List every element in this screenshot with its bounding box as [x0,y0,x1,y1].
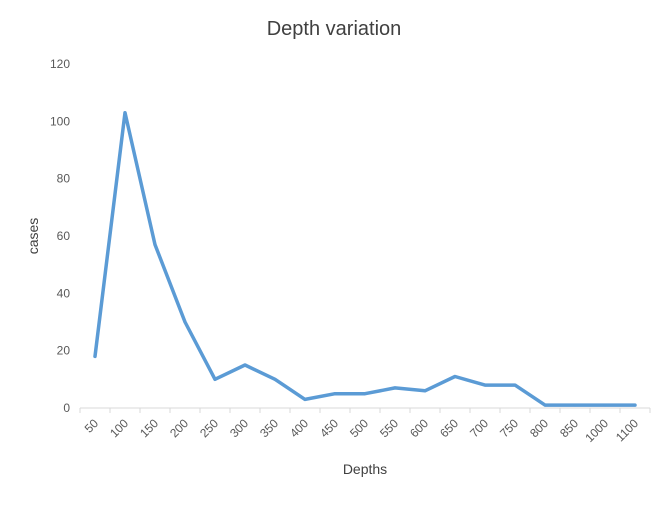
chart-title: Depth variation [267,18,402,40]
data-point [513,383,517,387]
x-tick-label: 50 [82,416,102,436]
data-point [543,403,547,407]
x-tick-label: 450 [317,416,341,440]
x-tick-label: 650 [437,416,461,440]
y-tick-label: 60 [57,229,71,243]
data-point [153,243,157,247]
data-point [483,383,487,387]
data-point [183,320,187,324]
y-tick-label: 120 [50,57,70,71]
y-tick-label: 80 [57,172,71,186]
data-point [633,403,637,407]
data-point [303,397,307,401]
x-tick-label: 100 [107,416,131,440]
x-axis-title: Depths [343,461,387,477]
data-point [333,392,337,396]
data-point [423,389,427,393]
axes [79,407,651,413]
x-tick-label: 1000 [582,416,611,445]
series-line [93,110,637,407]
data-point [123,111,127,115]
y-tick-label: 0 [63,401,70,415]
y-tick-labels: 0 20 40 60 80 100 120 [50,57,70,415]
data-point [603,403,607,407]
data-point [453,374,457,378]
x-tick-label: 250 [197,416,221,440]
data-point [393,386,397,390]
x-tick-labels: 50 100 150 200 250 300 350 400 450 500 550 600 650 70… [82,416,642,445]
data-point [243,363,247,367]
x-tick-label: 350 [257,416,281,440]
x-tick-label: 750 [497,416,521,440]
y-tick-label: 40 [57,286,71,300]
y-axis-title: cases [25,218,41,255]
x-tick-label: 550 [377,416,401,440]
x-tick-label: 600 [407,416,431,440]
x-tick-label: 850 [557,416,581,440]
data-point [93,354,97,358]
y-tick-label: 100 [50,114,70,128]
series-group [93,110,637,407]
x-tick-label: 200 [167,416,191,440]
data-point [363,392,367,396]
data-point [213,377,217,381]
x-tick-label: 500 [347,416,371,440]
x-tick-label: 800 [527,416,551,440]
data-point [573,403,577,407]
x-tick-label: 1100 [613,416,641,444]
x-tick-label: 150 [137,416,161,440]
y-tick-label: 20 [57,344,71,358]
x-tick-label: 300 [227,416,251,440]
data-point [273,377,277,381]
x-tick-label: 400 [287,416,311,440]
x-tick-label: 700 [467,416,491,440]
